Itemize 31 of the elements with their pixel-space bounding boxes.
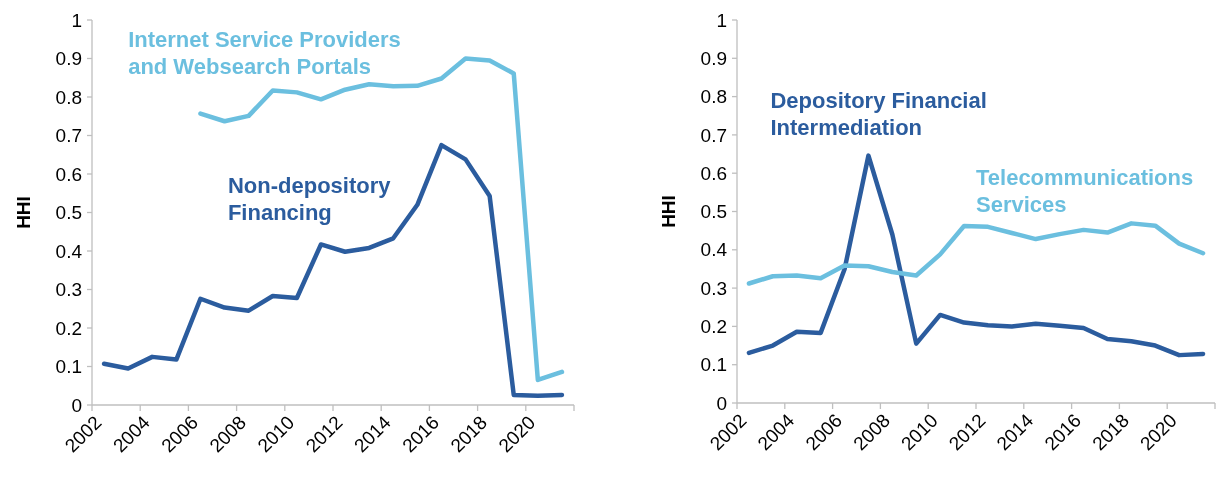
y-tick-label: 0.8: [700, 86, 727, 108]
y-tick-label: 0.2: [55, 317, 82, 339]
y-tick-label: 0.7: [700, 124, 727, 146]
y-tick-label: 0.9: [55, 48, 82, 70]
line-series: [101, 142, 565, 399]
y-tick-label: 0.4: [700, 239, 728, 261]
y-tick-label: 0.4: [55, 240, 83, 262]
y-tick-label: 0.6: [700, 162, 727, 184]
y-tick-label: 1: [716, 9, 727, 31]
y-tick-label: 0.2: [700, 316, 727, 338]
line-series: [746, 221, 1206, 286]
y-tick-label: 0.7: [55, 125, 82, 147]
y-tick-label: 0.1: [700, 354, 727, 376]
series-label: Telecommunications Services: [976, 164, 1194, 217]
y-tick-label: 0.5: [55, 202, 82, 224]
y-tick-label: 0.1: [55, 356, 82, 378]
series-label: Non-depository Financing: [227, 173, 392, 226]
y-tick-label: 0.6: [55, 163, 82, 185]
y-axis-title: HHI: [13, 196, 34, 229]
y-tick-label: 0.5: [700, 201, 727, 223]
y-tick-label: 0.3: [55, 279, 82, 301]
y-tick-label: 0: [716, 392, 727, 414]
y-tick-label: 1: [71, 9, 82, 31]
y-axis-title: HHI: [658, 195, 679, 228]
line-series: [746, 153, 1206, 358]
series-label: Internet Service Providers and Websearch Portals: [128, 26, 401, 79]
y-tick-label: 0.9: [700, 47, 727, 69]
series-label: Depository Financial Intermediation: [770, 88, 987, 141]
y-tick-label: 0.8: [55, 86, 82, 108]
y-tick-label: 0.3: [700, 277, 727, 299]
y-tick-label: 0: [71, 394, 82, 416]
